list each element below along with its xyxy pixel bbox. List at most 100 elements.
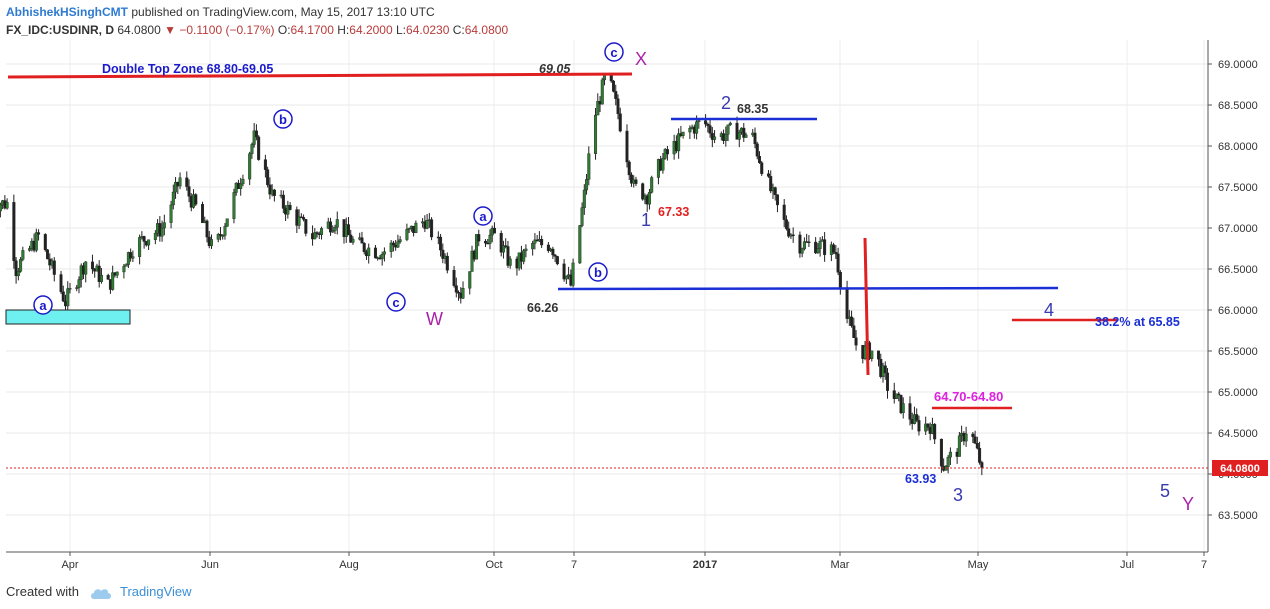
svg-text:a: a [479, 209, 487, 224]
candle-body [688, 127, 692, 133]
candle-body [187, 186, 191, 197]
candle-body [367, 247, 371, 257]
candle-body [724, 134, 728, 141]
candle-body [225, 218, 229, 227]
candle-body [138, 237, 142, 257]
candle-body [647, 192, 651, 205]
candle-body [897, 393, 901, 396]
candle-body [800, 248, 804, 254]
candle-body [248, 153, 252, 180]
candle-body [978, 448, 982, 463]
time-tick-label: 7 [571, 559, 577, 571]
candle-body [333, 227, 337, 231]
candle-body [16, 271, 20, 277]
candle-body [870, 350, 874, 359]
candle-body [174, 182, 178, 193]
candle-body [396, 241, 400, 248]
candle-body [329, 221, 333, 233]
candle-body [901, 403, 905, 414]
price-tick-label: 66.5000 [1218, 264, 1258, 276]
candle-body [346, 224, 350, 236]
symbol-label[interactable]: FX_IDC:USDINR, D [6, 23, 115, 37]
candle-body [266, 169, 270, 186]
candle-body [501, 245, 505, 253]
candle-body [784, 219, 788, 229]
candle-body [571, 262, 575, 286]
candle-body [603, 75, 607, 81]
candle-body [5, 202, 9, 209]
candle-body [877, 350, 881, 360]
support-66-26-line [557, 286, 1059, 291]
candle-body [254, 130, 258, 138]
candle-body [580, 207, 584, 226]
candle-body [360, 237, 364, 244]
candle-body [695, 121, 699, 134]
candle-body [946, 456, 950, 467]
candle-body [147, 239, 151, 246]
candle-body [37, 232, 41, 235]
candle-body [106, 274, 110, 280]
candle-body [845, 287, 849, 319]
candle-body [836, 253, 840, 273]
candle-body [205, 220, 209, 238]
tradingview-brand-link[interactable]: TradingView [120, 584, 192, 599]
candle-body [555, 256, 559, 265]
sub-wave-b-upper: b [273, 109, 293, 129]
chart-drawings [5, 72, 1208, 469]
candle-body [461, 288, 465, 299]
last-price-tag-text: 64.0800 [1220, 463, 1260, 475]
candle-body [926, 423, 930, 428]
candle-body [915, 414, 919, 421]
candle-body [77, 279, 81, 288]
candle-body [596, 101, 600, 116]
candle-body [600, 79, 604, 105]
candle-body [349, 234, 353, 243]
candle-body [766, 173, 770, 177]
price-tick-label: 65.0000 [1218, 387, 1258, 399]
candle-body [61, 291, 65, 302]
wave-4-label: 4 [1044, 300, 1054, 320]
candle-body [852, 325, 856, 338]
candle-body [957, 435, 961, 457]
wave-w-label: W [426, 309, 443, 329]
candle-body [562, 263, 566, 280]
candle-body [546, 244, 550, 251]
sub-wave-c-low: c [386, 292, 406, 312]
candle-body [791, 234, 795, 237]
candle-body [697, 120, 701, 122]
open-label: O: [277, 23, 291, 37]
wave-x-label: X [635, 49, 647, 69]
candle-body [19, 259, 23, 272]
zone-64-70-label: 64.70-64.80 [934, 389, 1003, 404]
candle-body [551, 248, 555, 256]
candle-body [506, 246, 510, 266]
candle-body [850, 316, 854, 326]
candle-body [454, 285, 458, 293]
candle-body [488, 234, 492, 244]
candle-body [201, 204, 205, 224]
candlestick-series [0, 72, 984, 476]
candle-body [124, 264, 128, 267]
candle-body [677, 133, 681, 152]
author-name[interactable]: AbhishekHSinghCMT [6, 5, 128, 19]
candle-body [973, 436, 977, 444]
candle-body [313, 232, 317, 240]
candle-body [710, 133, 714, 140]
candle-body [665, 149, 669, 155]
candle-body [964, 433, 968, 442]
candle-body [268, 184, 272, 195]
change-value: −0.1100 (−0.17%) [179, 23, 275, 37]
footer: Created with TradingView [6, 583, 192, 601]
candle-body [585, 179, 589, 191]
candle-body [614, 91, 618, 99]
candle-body [681, 131, 685, 136]
candle-body [457, 292, 461, 294]
candle-body [351, 239, 355, 243]
candle-body [753, 132, 757, 145]
time-tick-label: 2017 [693, 559, 717, 571]
close-label: C: [452, 23, 465, 37]
price-tick-label: 66.0000 [1218, 305, 1258, 317]
candle-body [331, 230, 335, 233]
candle-body [908, 403, 912, 420]
